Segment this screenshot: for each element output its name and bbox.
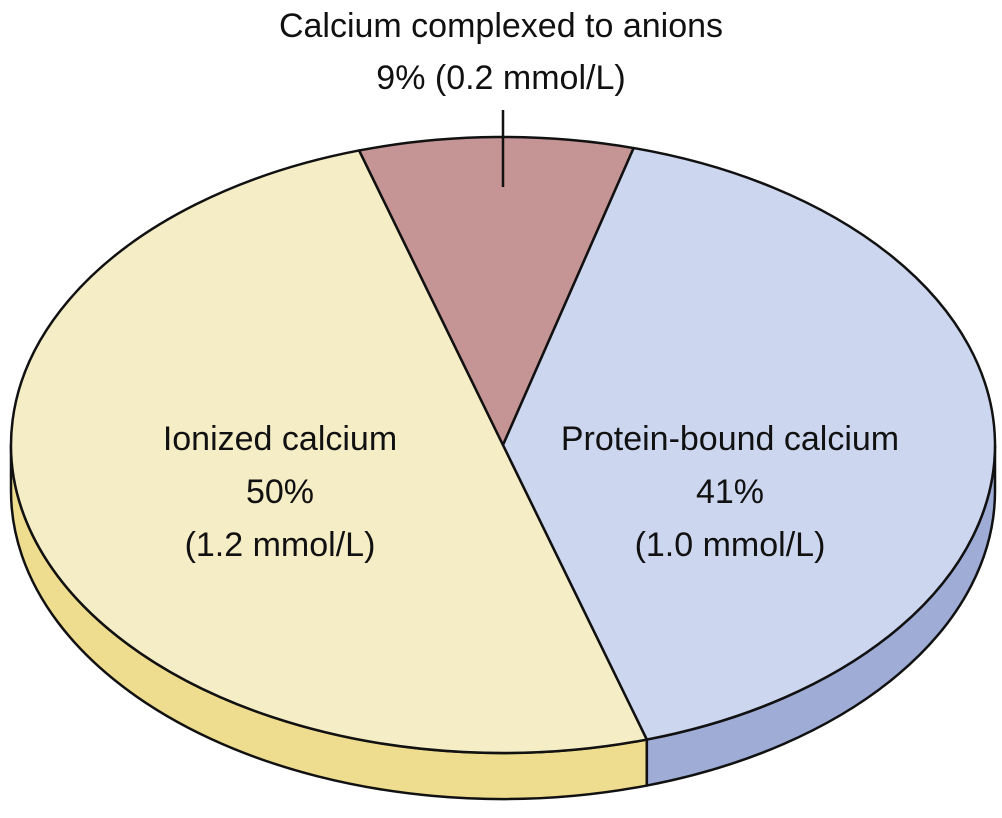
category-label: Ionized calcium bbox=[162, 420, 398, 458]
category-label: Calcium complexed to anions bbox=[278, 7, 724, 45]
slice-label: Ionized calcium 50% (1.2 mmol/L) bbox=[80, 413, 480, 572]
slice-label: Protein-bound calcium 41% (1.0 mmol/L) bbox=[510, 413, 950, 572]
value-label: 50% bbox=[245, 473, 315, 511]
slice bbox=[357, 135, 635, 447]
value-label: 41% bbox=[695, 473, 765, 511]
slice bbox=[501, 146, 997, 741]
value-label: 9% bbox=[376, 59, 426, 97]
concentration-label: (1.2 mmol/L) bbox=[184, 526, 376, 564]
slice-label: Calcium complexed to anions 9% (0.2 mmol… bbox=[266, 0, 736, 104]
concentration-label: (0.2 mmol/L) bbox=[434, 59, 626, 97]
slice bbox=[9, 149, 649, 755]
category-label: Protein-bound calcium bbox=[560, 420, 900, 458]
concentration-label: (1.0 mmol/L) bbox=[634, 526, 826, 564]
